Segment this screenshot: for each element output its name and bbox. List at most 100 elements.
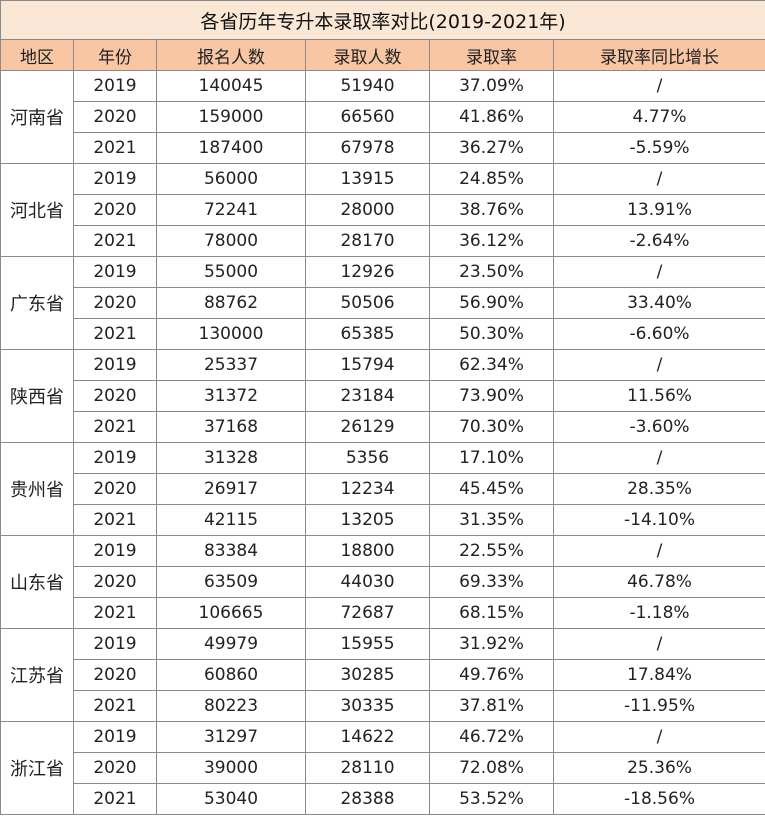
table-row: 2020 31372 23184 73.90% 11.56% xyxy=(1,380,765,412)
growth-cell: 11.56% xyxy=(552,380,765,412)
year-cell: 2019 xyxy=(73,628,157,660)
growth-cell: / xyxy=(552,163,765,195)
growth-cell: / xyxy=(552,349,765,381)
year-cell: 2019 xyxy=(73,535,157,567)
applicants-cell: 130000 xyxy=(156,318,306,350)
table-body: 河南省 2019 140045 51940 37.09%/2020 159000 66560… xyxy=(0,70,765,815)
province-name: 江苏省 xyxy=(0,628,74,722)
growth-cell: -2.64% xyxy=(552,225,765,257)
year-cell: 2021 xyxy=(73,225,157,257)
admitted-cell: 30285 xyxy=(305,659,430,691)
table-row: 陕西省 2019 25337 15794 62.34% / xyxy=(0,349,765,443)
rate-cell: 22.55% xyxy=(429,535,554,567)
applicants-cell: 31297 xyxy=(156,721,306,753)
header-applicants: 报名人数 xyxy=(156,39,306,71)
applicants-cell: 78000 xyxy=(156,225,306,257)
rate-cell: 17.10% xyxy=(429,442,554,474)
applicants-cell: 53040 xyxy=(156,783,306,815)
growth-cell: -18.56% xyxy=(552,783,765,815)
rate-cell: 23.50% xyxy=(429,256,554,288)
growth-cell: / xyxy=(552,442,765,474)
year-cell: 2021 xyxy=(73,504,157,536)
applicants-cell: 39000 xyxy=(156,752,306,784)
year-cell: 2021 xyxy=(73,597,157,629)
admitted-cell: 44030 xyxy=(305,566,430,598)
table-row: 山东省 2019 83384 18800 22.55% / xyxy=(0,535,765,629)
rate-cell: 37.81% xyxy=(429,690,554,722)
header-year: 年份 xyxy=(73,39,157,71)
province-name: 河南省 xyxy=(0,70,74,164)
admitted-cell: 30335 xyxy=(305,690,430,722)
applicants-cell: 49979 xyxy=(156,628,306,660)
applicants-cell: 80223 xyxy=(156,690,306,722)
admitted-cell: 28388 xyxy=(305,783,430,815)
year-cell: 2020 xyxy=(73,101,157,133)
growth-cell: -3.60% xyxy=(552,411,765,443)
admitted-cell: 12234 xyxy=(305,473,430,505)
applicants-cell: 72241 xyxy=(156,194,306,226)
admitted-cell: 13915 xyxy=(305,163,430,195)
admitted-cell: 28170 xyxy=(305,225,430,257)
growth-cell: -14.10% xyxy=(552,504,765,536)
admitted-cell: 26129 xyxy=(305,411,430,443)
applicants-cell: 88762 xyxy=(156,287,306,319)
admitted-cell: 15794 xyxy=(305,349,430,381)
applicants-cell: 55000 xyxy=(156,256,306,288)
growth-cell: -5.59% xyxy=(552,132,765,164)
admitted-cell: 66560 xyxy=(305,101,430,133)
admitted-cell: 15955 xyxy=(305,628,430,660)
year-cell: 2019 xyxy=(73,163,157,195)
table-row: 2020 26917 12234 45.45% 28.35% xyxy=(1,473,765,505)
applicants-cell: 106665 xyxy=(156,597,306,629)
table-row: 2020 72241 28000 38.76% 13.91% xyxy=(1,194,765,226)
year-cell: 2019 xyxy=(73,721,157,753)
year-cell: 2021 xyxy=(73,783,157,815)
table-row: 2021 130000 65385 50.30% -6.60% xyxy=(1,318,765,350)
table-row: 河北省 2019 56000 13915 24.85% / xyxy=(0,163,765,257)
admitted-cell: 28110 xyxy=(305,752,430,784)
table-row: 浙江省 2019 31297 14622 46.72% / xyxy=(0,721,765,815)
year-cell: 2020 xyxy=(73,752,157,784)
applicants-cell: 60860 xyxy=(156,659,306,691)
rate-cell: 72.08% xyxy=(429,752,554,784)
year-cell: 2021 xyxy=(73,411,157,443)
growth-cell: / xyxy=(552,628,765,660)
header-admitted: 录取人数 xyxy=(305,39,430,71)
growth-cell: / xyxy=(552,721,765,753)
header-rate: 录取率 xyxy=(429,39,554,71)
year-cell: 2020 xyxy=(73,473,157,505)
applicants-cell: 140045 xyxy=(156,70,306,102)
rate-cell: 56.90% xyxy=(429,287,554,319)
admitted-cell: 72687 xyxy=(305,597,430,629)
year-cell: 2021 xyxy=(73,318,157,350)
growth-cell: -11.95% xyxy=(552,690,765,722)
applicants-cell: 31372 xyxy=(156,380,306,412)
rate-cell: 68.15% xyxy=(429,597,554,629)
table-row: 2021 106665 72687 68.15% -1.18% xyxy=(1,597,765,629)
rate-cell: 38.76% xyxy=(429,194,554,226)
year-cell: 2020 xyxy=(73,287,157,319)
year-cell: 2020 xyxy=(73,566,157,598)
growth-cell: / xyxy=(552,70,765,102)
growth-cell: -1.18% xyxy=(552,597,765,629)
province-name: 贵州省 xyxy=(0,442,74,536)
year-cell: 2020 xyxy=(73,380,157,412)
table-row: 2021 53040 28388 53.52% -18.56% xyxy=(1,783,765,815)
rate-cell: 36.27% xyxy=(429,132,554,164)
table-row: 2020 63509 44030 69.33% 46.78% xyxy=(1,566,765,598)
rate-cell: 73.90% xyxy=(429,380,554,412)
header-growth: 录取率同比增长 xyxy=(552,39,765,71)
growth-cell: 33.40% xyxy=(552,287,765,319)
table-row: 2021 37168 26129 70.30% -3.60% xyxy=(1,411,765,443)
growth-cell: 25.36% xyxy=(552,752,765,784)
table-row: 2020 88762 50506 56.90% 33.40% xyxy=(1,287,765,319)
growth-cell: -6.60% xyxy=(552,318,765,350)
table-row: 2021 80223 30335 37.81% -11.95% xyxy=(1,690,765,722)
rate-cell: 24.85% xyxy=(429,163,554,195)
year-cell: 2019 xyxy=(73,349,157,381)
rate-cell: 50.30% xyxy=(429,318,554,350)
province-name: 浙江省 xyxy=(0,721,74,815)
applicants-cell: 56000 xyxy=(156,163,306,195)
applicants-cell: 42115 xyxy=(156,504,306,536)
